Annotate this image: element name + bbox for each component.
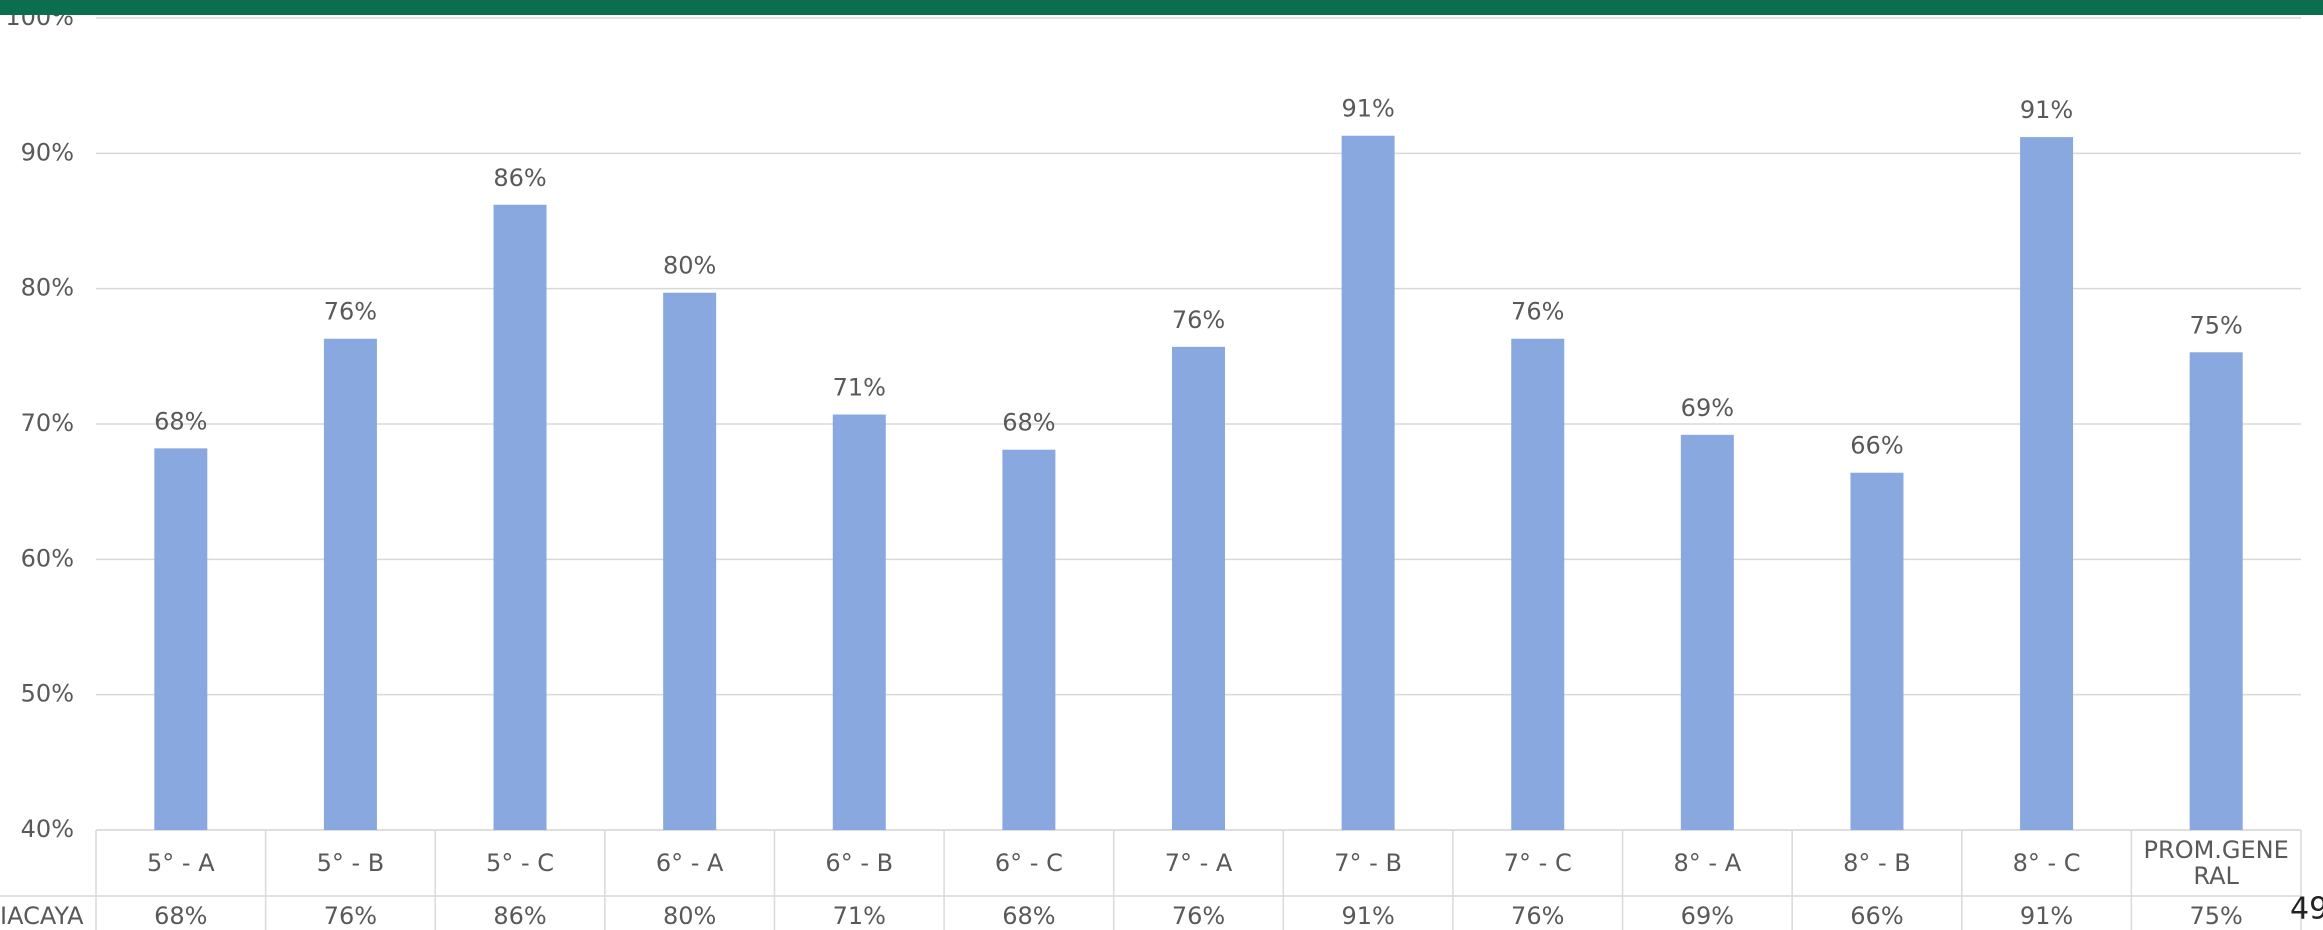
data-label: 76% bbox=[1511, 298, 1564, 326]
bar bbox=[1680, 434, 1734, 830]
table-value: 76% bbox=[1511, 902, 1564, 930]
data-label: 66% bbox=[1850, 432, 1903, 460]
data-label: 76% bbox=[1172, 306, 1225, 334]
x-tick-label: 5° - C bbox=[486, 849, 554, 877]
table-value: 76% bbox=[1172, 902, 1225, 930]
bar bbox=[832, 414, 886, 830]
table-value: 91% bbox=[1341, 902, 1394, 930]
bar bbox=[154, 448, 208, 830]
table-value: 69% bbox=[1681, 902, 1734, 930]
data-label: 91% bbox=[2020, 96, 2073, 124]
x-tick-label: 5° - B bbox=[316, 849, 385, 877]
page-number: 49 bbox=[2290, 892, 2323, 927]
table-value: 68% bbox=[154, 902, 207, 930]
y-tick-label: 70% bbox=[21, 409, 74, 437]
bar bbox=[1850, 472, 1904, 830]
x-tick-label: 6° - A bbox=[655, 849, 724, 877]
data-label: 68% bbox=[154, 407, 207, 435]
bar bbox=[323, 338, 377, 830]
bar bbox=[1341, 135, 1395, 831]
table-value: 80% bbox=[663, 902, 716, 930]
table-value: 66% bbox=[1850, 902, 1903, 930]
x-tick-label: 7° - A bbox=[1164, 849, 1233, 877]
x-tick-label: 7° - B bbox=[1334, 849, 1402, 877]
x-tick-label: 8° - B bbox=[1843, 849, 1911, 877]
x-tick-label: 8° - C bbox=[2012, 849, 2081, 877]
data-label: 68% bbox=[1002, 409, 1055, 437]
x-tick-label: 6° - B bbox=[825, 849, 894, 877]
data-label: 80% bbox=[663, 252, 716, 280]
bar bbox=[1172, 346, 1225, 830]
bar bbox=[663, 292, 717, 830]
x-tick-label: 8° - A bbox=[1673, 849, 1742, 877]
table-value: 76% bbox=[324, 902, 377, 930]
data-label: 75% bbox=[2190, 311, 2243, 339]
table-value: 75% bbox=[2190, 902, 2243, 930]
data-label: 71% bbox=[833, 374, 886, 402]
series-name: IACAYA bbox=[0, 902, 84, 930]
header-band bbox=[0, 0, 2323, 15]
y-tick-label: 80% bbox=[21, 274, 74, 302]
x-tick-label: 7° - C bbox=[1503, 849, 1572, 877]
data-label: 91% bbox=[1341, 95, 1394, 123]
y-tick-label: 90% bbox=[21, 138, 74, 166]
y-tick-label: 40% bbox=[21, 815, 74, 843]
y-tick-label: 60% bbox=[21, 544, 74, 572]
table-value: 68% bbox=[1002, 902, 1055, 930]
x-tick-label: 6° - C bbox=[994, 849, 1063, 877]
bar bbox=[2020, 137, 2074, 831]
bar bbox=[1002, 449, 1056, 830]
x-tick-label: 5° - A bbox=[147, 849, 215, 877]
x-tick-label: PROM.GENERAL bbox=[2143, 836, 2289, 890]
data-label: 86% bbox=[493, 164, 546, 192]
data-label: 69% bbox=[1681, 394, 1734, 422]
table-value: 71% bbox=[833, 902, 886, 930]
bar bbox=[493, 204, 547, 830]
data-label: 76% bbox=[324, 298, 377, 326]
bar bbox=[1511, 338, 1565, 830]
bar bbox=[2189, 352, 2243, 830]
table-value: 91% bbox=[2020, 902, 2073, 930]
table-value: 86% bbox=[493, 902, 546, 930]
y-tick-label: 50% bbox=[21, 680, 74, 708]
